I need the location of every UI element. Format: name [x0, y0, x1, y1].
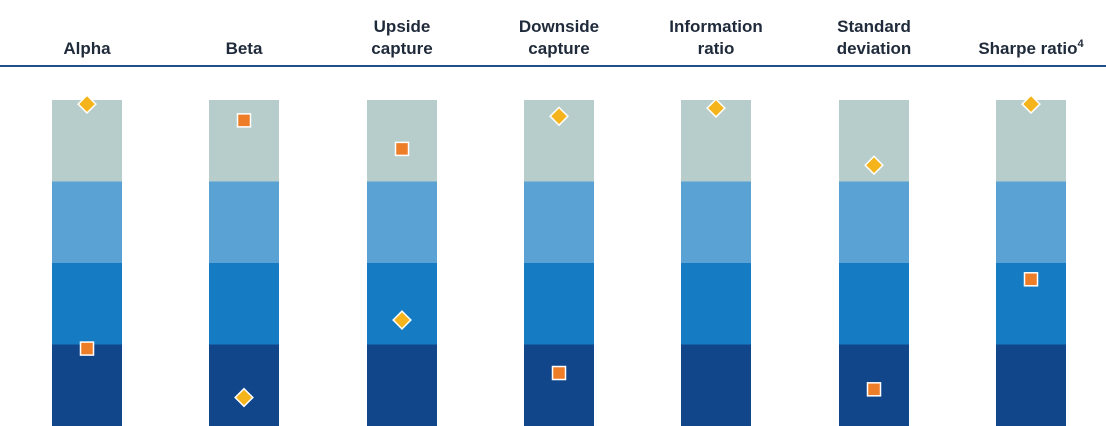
header-downside-capture: Downside capture: [519, 17, 599, 58]
diamond-marker-information-ratio: [706, 98, 726, 119]
header-upside-capture: Upside capture: [371, 17, 432, 58]
band-information-ratio-q4: [681, 344, 751, 426]
band-alpha-q2: [52, 181, 122, 264]
diamond-marker-standard-deviation: [864, 155, 884, 176]
band-beta-q4: [209, 344, 279, 426]
header-standard-deviation: Standard deviation: [837, 17, 912, 58]
band-downside-capture-q2: [524, 181, 594, 264]
header-line: Downside: [519, 17, 599, 36]
diamond-marker-upside-capture: [392, 310, 412, 330]
diamond-marker-sharpe-ratio: [1021, 94, 1041, 114]
band-sharpe-ratio-q2: [996, 181, 1066, 264]
square-marker-upside-capture: [394, 141, 410, 157]
band-beta-q1: [209, 100, 279, 182]
band-alpha-q3: [52, 263, 122, 345]
diamond-marker-downside-capture: [549, 106, 569, 127]
header-sharpe-ratio: Sharpe ratio4: [978, 38, 1084, 58]
header-line: Upside: [374, 17, 431, 36]
header-line: capture: [528, 39, 589, 58]
header-line: capture: [371, 39, 432, 58]
header-line: Standard: [837, 17, 911, 36]
band-downside-capture-q3: [524, 263, 594, 345]
header-line: Sharpe ratio: [978, 39, 1077, 58]
markers: [77, 94, 1041, 408]
header-alpha: Alpha: [63, 39, 111, 58]
header-line: Alpha: [63, 39, 111, 58]
diamond-marker-alpha: [77, 94, 97, 114]
band-alpha-q4: [52, 344, 122, 426]
band-upside-capture-q1: [367, 100, 437, 182]
band-standard-deviation-q2: [839, 181, 909, 264]
band-information-ratio-q2: [681, 181, 751, 264]
band-upside-capture-q4: [367, 344, 437, 426]
band-beta-q2: [209, 181, 279, 264]
quartile-columns: [52, 100, 1066, 426]
header-line: ratio: [698, 39, 735, 58]
diamond-marker-beta: [234, 387, 254, 408]
header-line: deviation: [837, 39, 912, 58]
band-information-ratio-q3: [681, 263, 751, 345]
header-line: Beta: [226, 39, 263, 58]
square-marker-alpha: [79, 341, 95, 356]
header-footnote: 4: [1078, 38, 1085, 50]
band-sharpe-ratio-q4: [996, 344, 1066, 426]
band-beta-q3: [209, 263, 279, 345]
band-downside-capture-q4: [524, 344, 594, 426]
square-marker-beta: [236, 113, 252, 128]
header-information-ratio: Information ratio: [669, 17, 763, 58]
header-line: Information: [669, 17, 763, 36]
band-upside-capture-q2: [367, 181, 437, 264]
band-standard-deviation-q3: [839, 263, 909, 345]
square-marker-standard-deviation: [866, 382, 882, 397]
square-marker-downside-capture: [551, 365, 567, 381]
column-headers: Alpha Beta Upside capture Downside capture Inf…: [63, 17, 1084, 58]
square-marker-sharpe-ratio: [1023, 272, 1039, 287]
band-upside-capture-q3: [367, 263, 437, 345]
header-beta: Beta: [226, 39, 263, 58]
